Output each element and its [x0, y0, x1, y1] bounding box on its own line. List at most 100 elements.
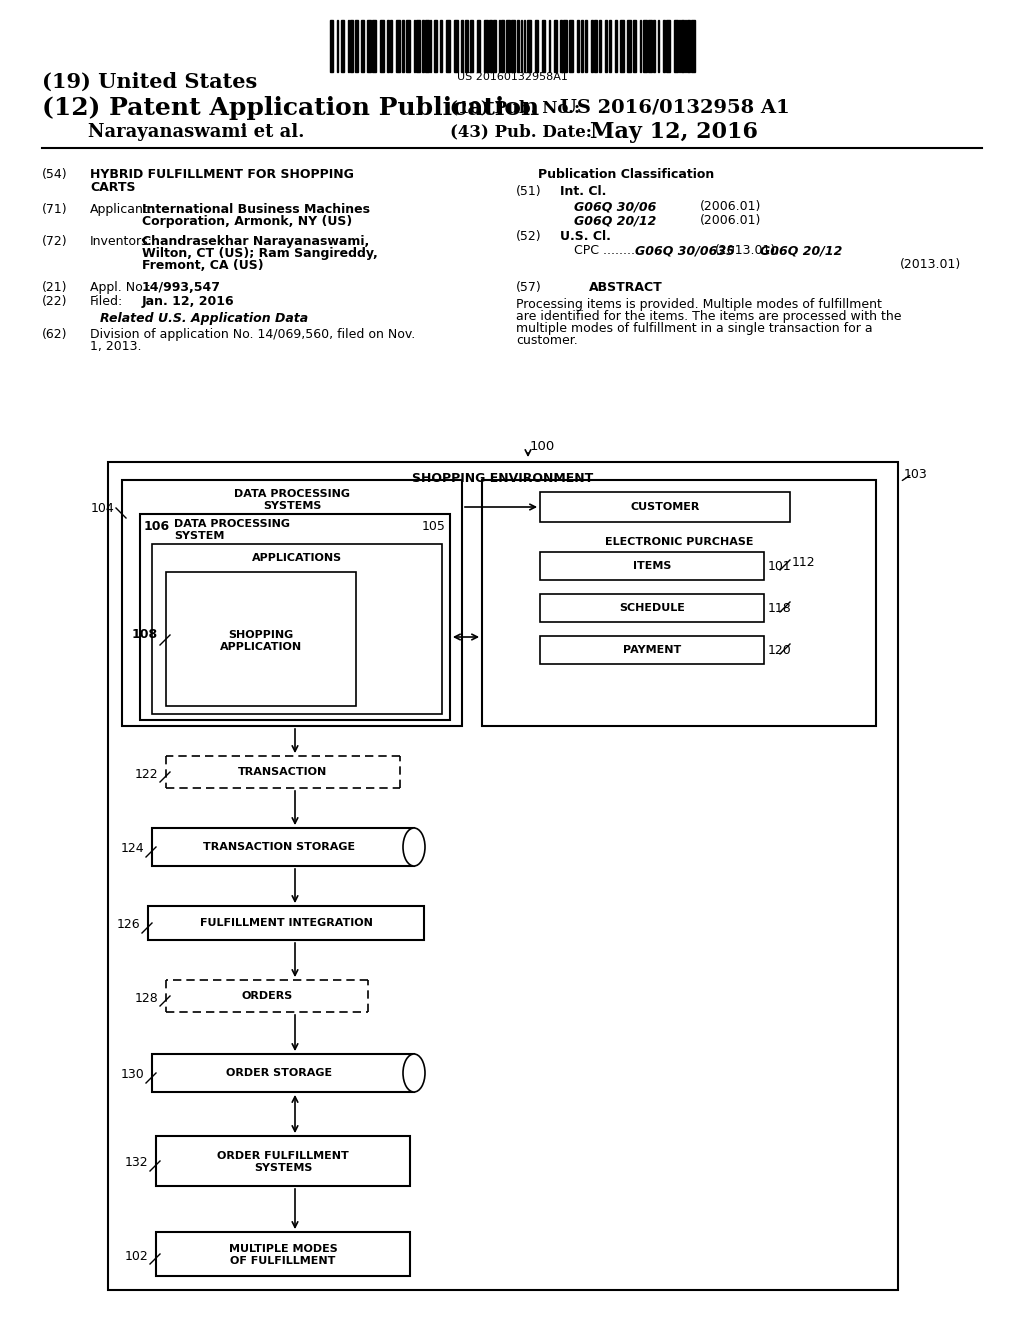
Bar — [506, 20, 510, 73]
Text: (22): (22) — [42, 294, 68, 308]
Bar — [470, 20, 473, 73]
Text: SYSTEMS: SYSTEMS — [254, 1163, 312, 1173]
Bar — [434, 20, 437, 73]
Text: SCHEDULE: SCHEDULE — [620, 603, 685, 612]
Text: (62): (62) — [42, 327, 68, 341]
Text: ITEMS: ITEMS — [633, 561, 671, 572]
Bar — [493, 20, 496, 73]
Text: (54): (54) — [42, 168, 68, 181]
Text: (57): (57) — [516, 281, 542, 294]
Text: SYSTEM: SYSTEM — [174, 531, 224, 541]
Bar — [501, 20, 504, 73]
Bar — [681, 20, 684, 73]
Bar — [643, 20, 647, 73]
Text: customer.: customer. — [516, 334, 578, 347]
Bar — [687, 20, 690, 73]
Text: Corporation, Armonk, NY (US): Corporation, Armonk, NY (US) — [142, 215, 352, 228]
Text: Jan. 12, 2016: Jan. 12, 2016 — [142, 294, 234, 308]
Bar — [542, 20, 545, 73]
Text: 1, 2013.: 1, 2013. — [90, 341, 141, 352]
Text: (51): (51) — [516, 185, 542, 198]
Bar — [396, 20, 400, 73]
Text: (2013.01): (2013.01) — [900, 257, 962, 271]
Text: US 2016/0132958 A1: US 2016/0132958 A1 — [560, 99, 790, 117]
Text: (19) United States: (19) United States — [42, 73, 257, 92]
Text: FULFILLMENT INTEGRATION: FULFILLMENT INTEGRATION — [200, 917, 373, 928]
Bar — [648, 20, 652, 73]
Text: 104: 104 — [90, 502, 114, 515]
Bar — [581, 20, 583, 73]
Text: G06Q 30/0635: G06Q 30/0635 — [635, 244, 735, 257]
Text: Appl. No.:: Appl. No.: — [90, 281, 151, 294]
Bar — [465, 20, 468, 73]
Text: Division of application No. 14/069,560, filed on Nov.: Division of application No. 14/069,560, … — [90, 327, 416, 341]
Text: 102: 102 — [124, 1250, 148, 1262]
Text: Wilton, CT (US); Ram Sangireddy,: Wilton, CT (US); Ram Sangireddy, — [142, 247, 378, 260]
Text: Narayanaswami et al.: Narayanaswami et al. — [88, 123, 304, 141]
Bar — [156, 1137, 410, 1185]
Bar — [609, 20, 611, 73]
Bar — [540, 636, 764, 664]
Text: Inventors:: Inventors: — [90, 235, 153, 248]
Bar — [367, 20, 371, 73]
Text: G06Q 20/12: G06Q 20/12 — [760, 244, 843, 257]
Bar — [148, 906, 424, 940]
Text: DATA PROCESSING: DATA PROCESSING — [234, 488, 350, 499]
Text: 14/993,547: 14/993,547 — [142, 281, 221, 294]
Text: 105: 105 — [422, 520, 445, 532]
Bar — [691, 20, 695, 73]
Bar — [585, 20, 587, 73]
Bar — [477, 20, 480, 73]
Text: 126: 126 — [117, 919, 140, 932]
Bar — [620, 20, 624, 73]
Text: 124: 124 — [121, 842, 144, 855]
Bar — [482, 480, 876, 726]
Bar — [627, 20, 631, 73]
Text: 120: 120 — [768, 644, 792, 656]
Text: (52): (52) — [516, 230, 542, 243]
Text: 108: 108 — [132, 628, 158, 642]
Text: (21): (21) — [42, 281, 68, 294]
Ellipse shape — [403, 1053, 425, 1092]
Text: Fremont, CA (US): Fremont, CA (US) — [142, 259, 263, 272]
Text: (43) Pub. Date:: (43) Pub. Date: — [450, 124, 592, 140]
Text: (71): (71) — [42, 203, 68, 216]
Text: 100: 100 — [530, 440, 555, 453]
Bar — [666, 20, 670, 73]
Text: TRANSACTION STORAGE: TRANSACTION STORAGE — [203, 842, 355, 851]
Bar — [152, 1053, 414, 1092]
Text: Chandrasekhar Narayanaswami,: Chandrasekhar Narayanaswami, — [142, 235, 370, 248]
Bar — [633, 20, 636, 73]
Text: ORDERS: ORDERS — [242, 991, 293, 1001]
Text: APPLICATION: APPLICATION — [220, 642, 302, 652]
Bar — [341, 20, 344, 73]
Text: G06Q 20/12: G06Q 20/12 — [574, 214, 656, 227]
Bar — [402, 20, 404, 73]
Text: Filed:: Filed: — [90, 294, 123, 308]
Text: Publication Classification: Publication Classification — [538, 168, 714, 181]
Text: (2013.01);: (2013.01); — [715, 244, 780, 257]
Bar — [440, 20, 442, 73]
Bar — [152, 828, 414, 866]
Text: 118: 118 — [768, 602, 792, 615]
Text: SHOPPING: SHOPPING — [228, 630, 294, 640]
Bar — [527, 20, 531, 73]
Text: SHOPPING ENVIRONMENT: SHOPPING ENVIRONMENT — [413, 471, 594, 484]
Text: Int. Cl.: Int. Cl. — [560, 185, 606, 198]
Bar — [152, 544, 442, 714]
Bar — [330, 20, 333, 73]
Bar — [540, 594, 764, 622]
Bar — [380, 20, 384, 73]
Text: (72): (72) — [42, 235, 68, 248]
Bar — [663, 20, 665, 73]
Text: SYSTEMS: SYSTEMS — [263, 502, 322, 511]
Text: 132: 132 — [124, 1156, 148, 1170]
Text: International Business Machines: International Business Machines — [142, 203, 370, 216]
Text: 130: 130 — [120, 1068, 144, 1081]
Bar — [535, 20, 538, 73]
Text: G06Q 30/06: G06Q 30/06 — [574, 201, 656, 213]
Text: 101: 101 — [768, 560, 792, 573]
Text: PAYMENT: PAYMENT — [623, 645, 681, 655]
Text: 106: 106 — [144, 520, 170, 532]
Bar — [406, 20, 410, 73]
